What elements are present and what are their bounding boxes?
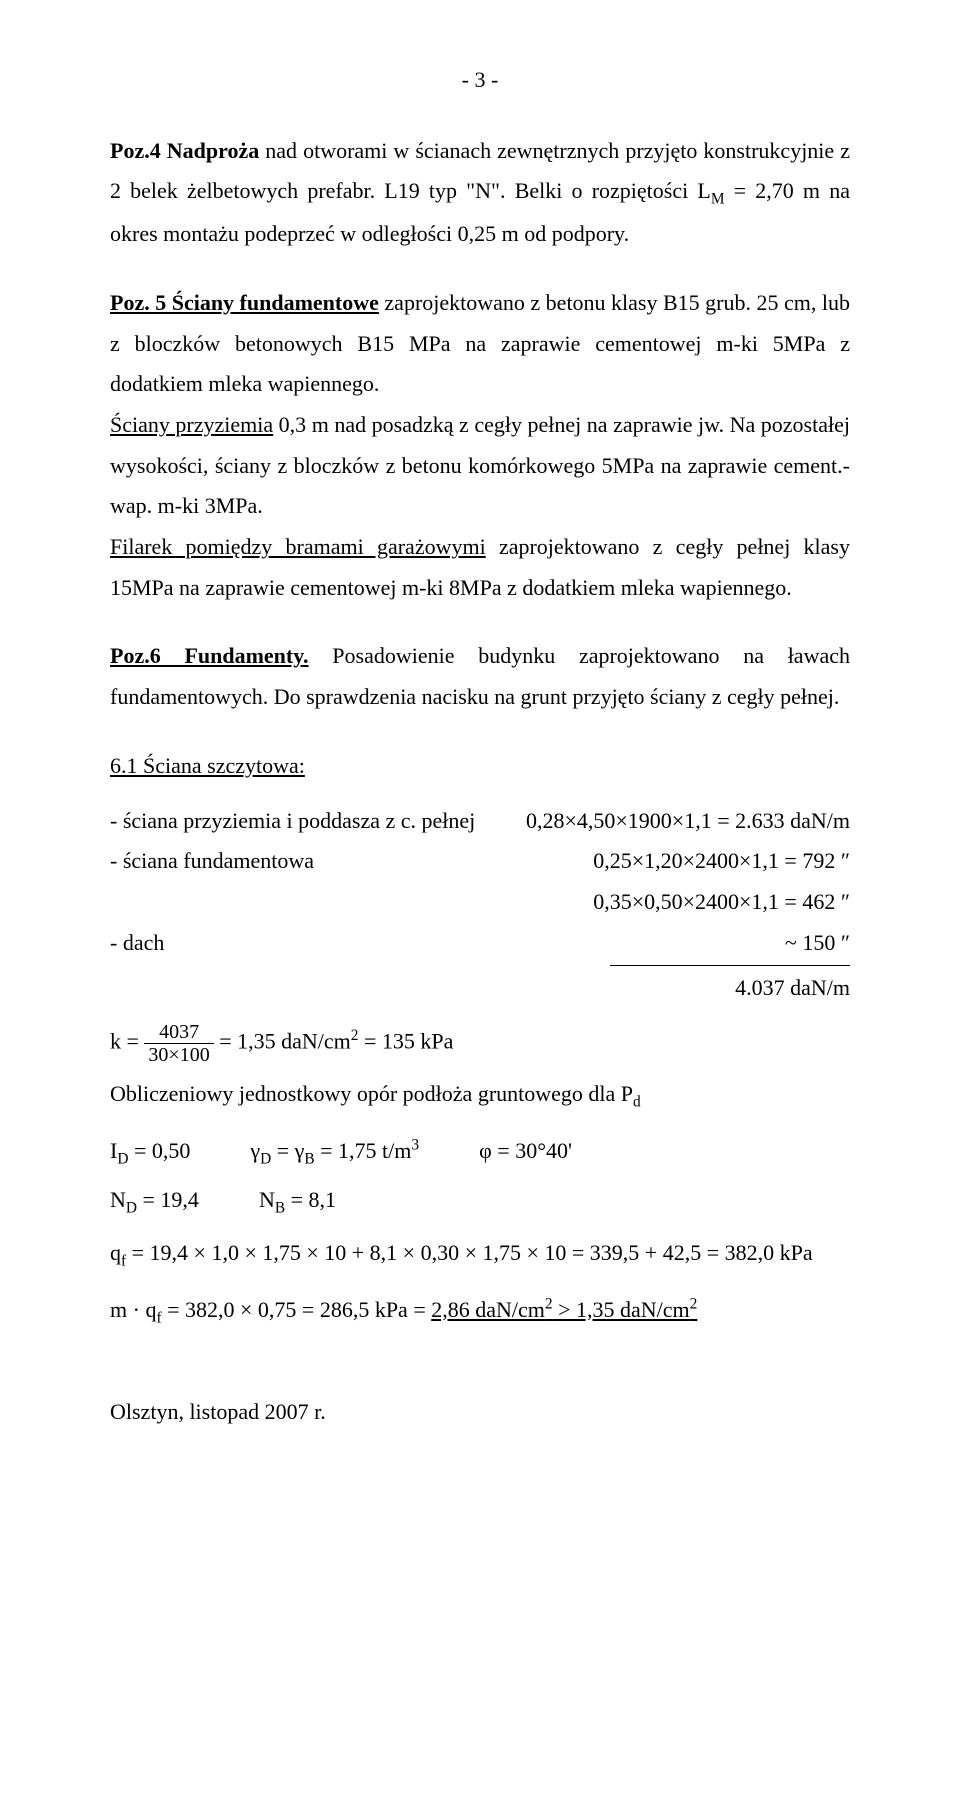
- sciana-heading: 6.1 Ściana szczytowa:: [110, 746, 850, 787]
- opor-sub: d: [633, 1093, 641, 1110]
- calc-right: 0,25×1,20×2400×1,1 = 792 ″: [593, 841, 850, 882]
- k-num: 4037: [144, 1021, 213, 1044]
- qf-line: qf = 19,4 × 1,0 × 1,75 × 10 + 8,1 × 0,30…: [110, 1233, 850, 1276]
- calc-divider: [610, 965, 850, 966]
- sciana-heading-text: 6.1 Ściana szczytowa:: [110, 753, 305, 778]
- poz5-u2: Filarek pomiędzy bramami garażowymi: [110, 534, 486, 559]
- mqf-line: m · qf = 382,0 × 0,75 = 286,5 kPa = 2,86…: [110, 1290, 850, 1333]
- param-nd: ND = 19,4: [110, 1180, 199, 1223]
- k-den: 30×100: [144, 1044, 213, 1066]
- poz5-title: Poz. 5 Ściany fundamentowe: [110, 290, 379, 315]
- poz5-paragraph-1: Poz. 5 Ściany fundamentowe zaprojektowan…: [110, 283, 850, 405]
- calc-block: - ściana przyziemia i poddasza z c. pełn…: [110, 801, 850, 1009]
- calc-row: - ściana fundamentowa 0,25×1,20×2400×1,1…: [110, 841, 850, 882]
- poz4-title: Poz.4 Nadproża: [110, 138, 259, 163]
- poz6-title: Poz.6 Fundamenty.: [110, 643, 309, 668]
- k-fraction: 4037 30×100: [144, 1021, 213, 1066]
- param-id: ID = 0,50: [110, 1131, 190, 1174]
- calc-row: - ściana przyziemia i poddasza z c. pełn…: [110, 801, 850, 842]
- calc-right: 0,28×4,50×1900×1,1 = 2.633 daN/m: [526, 801, 850, 842]
- calc-row: - dach ~ 150 ″: [110, 923, 850, 964]
- k-result: = 1,35 daN/cm: [219, 1029, 351, 1054]
- param-nb: NB = 8,1: [259, 1180, 336, 1223]
- calc-left: - ściana przyziemia i poddasza z c. pełn…: [110, 801, 475, 842]
- calc-total: 4.037 daN/m: [110, 968, 850, 1009]
- page-number: - 3 -: [110, 60, 850, 101]
- params-row-2: ND = 19,4 NB = 8,1: [110, 1180, 850, 1223]
- opor-line: Obliczeniowy jednostkowy opór podłoża gr…: [110, 1074, 850, 1117]
- k-result2: = 135 kPa: [358, 1029, 453, 1054]
- poz6-paragraph: Poz.6 Fundamenty. Posadowienie budynku z…: [110, 636, 850, 717]
- poz5-paragraph-2: Ściany przyziemia 0,3 m nad posadzką z c…: [110, 405, 850, 527]
- poz5-paragraph-3: Filarek pomiędzy bramami garażowymi zapr…: [110, 527, 850, 608]
- calc-left: - ściana fundamentowa: [110, 841, 314, 882]
- opor-text: Obliczeniowy jednostkowy opór podłoża gr…: [110, 1081, 633, 1106]
- calc-right: 0,35×0,50×2400×1,1 = 462 ″: [593, 882, 850, 923]
- footer-location: Olsztyn, listopad 2007 r.: [110, 1392, 850, 1433]
- param-gamma: γD = γB = 1,75 t/m3: [250, 1131, 419, 1174]
- calc-right: ~ 150 ″: [785, 923, 850, 964]
- calc-left: - dach: [110, 923, 164, 964]
- calc-row: 0,35×0,50×2400×1,1 = 462 ″: [110, 882, 850, 923]
- poz4-sub: M: [711, 191, 725, 208]
- poz5-u1: Ściany przyziemia: [110, 412, 273, 437]
- param-phi: φ = 30°40': [479, 1131, 572, 1174]
- page-container: - 3 - Poz.4 Nadproża nad otworami w ścia…: [0, 0, 960, 1814]
- k-equation: k = 4037 30×100 = 1,35 daN/cm2 = 135 kPa: [110, 1021, 850, 1066]
- poz4-paragraph: Poz.4 Nadproża nad otworami w ścianach z…: [110, 131, 850, 255]
- params-row-1: ID = 0,50 γD = γB = 1,75 t/m3 φ = 30°40': [110, 1131, 850, 1174]
